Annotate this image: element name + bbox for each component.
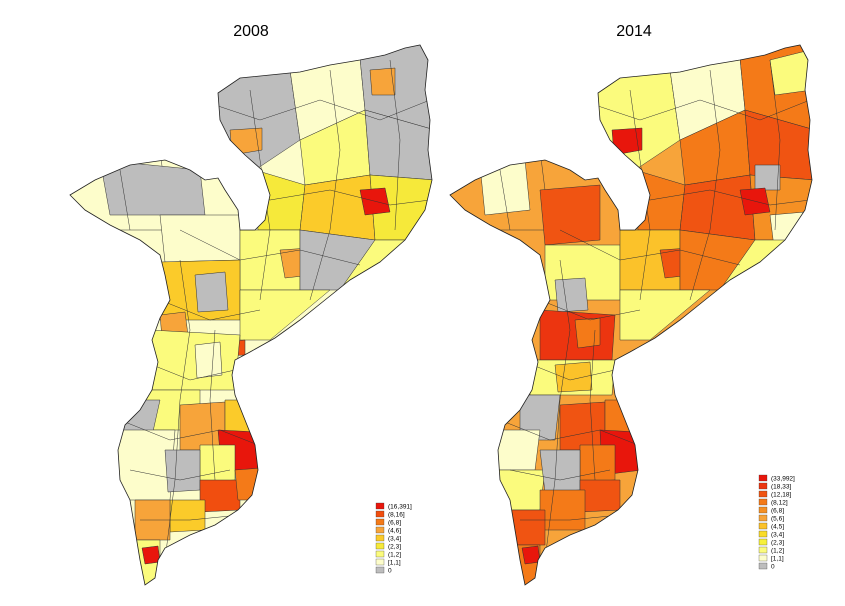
legend-item: (1,2]	[758, 546, 784, 555]
panel-title-2008: 2008	[233, 23, 269, 40]
svg-text:(1,2]: (1,2]	[388, 552, 401, 559]
legend-item: (3,4]	[375, 534, 401, 543]
svg-text:(2,3]: (2,3]	[388, 544, 401, 551]
legend-item: (5,6]	[758, 514, 784, 523]
legend-item: (8,16]	[375, 510, 405, 519]
legend-item: (4,5]	[758, 522, 784, 531]
svg-text:(3,4]: (3,4]	[388, 536, 401, 543]
district-regions-2014	[450, 45, 812, 585]
legend-item: [1,1]	[758, 554, 784, 563]
legend-item: (2,3]	[375, 542, 401, 551]
svg-text:0: 0	[771, 564, 775, 571]
svg-text:0: 0	[388, 568, 392, 575]
svg-text:(8,16]: (8,16]	[388, 512, 405, 519]
svg-text:(5,6]: (5,6]	[771, 516, 784, 523]
svg-text:(3,4]: (3,4]	[771, 532, 784, 539]
svg-text:[1,1]: [1,1]	[388, 560, 401, 567]
svg-text:(18,33]: (18,33]	[771, 484, 791, 491]
legend-item: (16,391]	[375, 502, 412, 511]
legend-item: (6,8]	[758, 506, 784, 515]
legend-item: (1,2]	[375, 550, 401, 559]
svg-text:[1,1]: [1,1]	[771, 556, 784, 563]
svg-text:(33,992]: (33,992]	[771, 476, 795, 483]
svg-text:(1,2]: (1,2]	[771, 548, 784, 555]
map-panel-2014: 2014	[449, 23, 813, 586]
svg-text:(16,391]: (16,391]	[388, 504, 412, 511]
legend-item: (33,992]	[758, 474, 795, 483]
legend-item: 0	[375, 566, 392, 575]
legend-item: [1,1]	[375, 558, 401, 567]
legend-item: 0	[758, 562, 775, 571]
legend-item: (6,8]	[375, 518, 401, 527]
svg-text:(8,12]: (8,12]	[771, 500, 788, 507]
panel-title-2014: 2014	[616, 23, 652, 40]
svg-text:(12,18]: (12,18]	[771, 492, 791, 499]
legend-2014: (33,992] (18,33] (12,18] (8,12] (6,8] (5…	[758, 474, 795, 571]
legend-2008: (16,391] (8,16] (6,8] (4,6] (3,4] (2,3] …	[375, 502, 412, 575]
legend-item: (12,18]	[758, 490, 791, 499]
map-panel-2008: 2008	[69, 23, 433, 586]
legend-item: (18,33]	[758, 482, 791, 491]
svg-text:(6,8]: (6,8]	[388, 520, 401, 527]
legend-item: (3,4]	[758, 530, 784, 539]
svg-text:(4,6]: (4,6]	[388, 528, 401, 535]
svg-text:(2,3]: (2,3]	[771, 540, 784, 547]
legend-item: (2,3]	[758, 538, 784, 547]
legend-item: (4,6]	[375, 526, 401, 535]
svg-text:(6,8]: (6,8]	[771, 508, 784, 515]
legend-item: (8,12]	[758, 498, 788, 507]
svg-text:(4,5]: (4,5]	[771, 524, 784, 531]
